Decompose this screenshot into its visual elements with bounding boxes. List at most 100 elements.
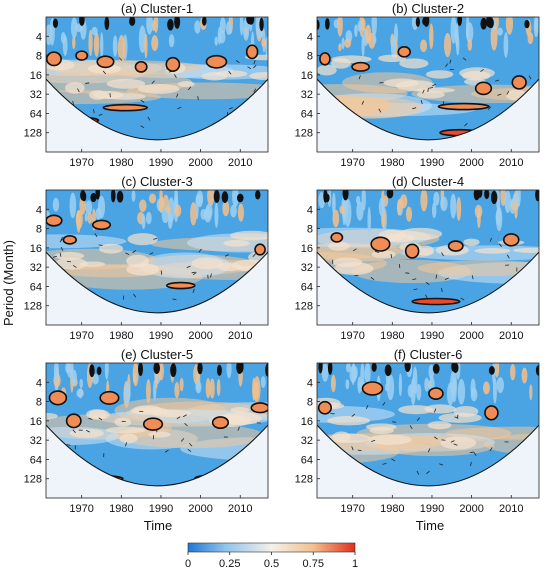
power-streak: [85, 200, 93, 215]
power-streak: [407, 384, 414, 398]
significance-contour: [89, 364, 95, 378]
significance-contour: [197, 363, 203, 375]
power-streak: [360, 363, 365, 389]
power-streak: [503, 32, 509, 58]
x-tick-label: 2010: [499, 503, 523, 515]
power-streak: [338, 43, 342, 52]
power-blob: [54, 257, 88, 270]
phase-arrow: [93, 109, 95, 114]
significance-contour: [371, 363, 377, 372]
x-tick-label: 1980: [380, 157, 404, 169]
significance-contour: [437, 102, 490, 111]
power-streak: [79, 378, 84, 389]
colorbar-tick-label: 0.25: [219, 558, 240, 570]
significance-contour: [318, 363, 323, 374]
significance-contour: [451, 363, 457, 372]
significance-contour: [490, 190, 498, 205]
phase-arrow: [98, 244, 103, 246]
power-streak: [428, 364, 435, 380]
panel-5: 4 8 16 32 64 128 1970 1980 1990 2000 2010 (e) Clust…: [24, 347, 269, 515]
significance-contour: [213, 190, 220, 203]
y-tick-label: 32: [301, 435, 313, 447]
phase-arrow: [420, 100, 423, 105]
x-tick-label: 1990: [420, 330, 444, 342]
phase-arrow: [198, 248, 202, 253]
y-tick-label: 16: [301, 243, 313, 255]
x-tick-label: 2010: [228, 157, 252, 169]
significance-contour: [134, 60, 148, 73]
phase-arrow: [370, 277, 375, 281]
significance-contour: [250, 402, 268, 414]
y-tick-label: 32: [30, 435, 42, 447]
phase-arrow: [125, 252, 130, 255]
phase-arrow: [228, 70, 232, 75]
power-streak: [158, 196, 165, 213]
power-streak: [53, 363, 59, 383]
cone-of-influence: [46, 424, 268, 487]
power-streak: [52, 197, 60, 212]
power-streak: [92, 373, 99, 385]
phase-arrow: [412, 278, 417, 280]
phase-arrow: [253, 60, 256, 65]
significance-contour: [96, 55, 115, 69]
phase-arrow: [464, 122, 468, 127]
power-streak: [255, 17, 263, 39]
power-streak: [332, 192, 336, 216]
power-blob: [328, 241, 350, 251]
cone-of-influence: [317, 251, 539, 314]
power-blob: [317, 64, 337, 76]
y-tick-label: 32: [301, 262, 313, 274]
phase-arrow: [450, 440, 455, 443]
phase-arrow: [427, 87, 429, 92]
power-streak: [190, 202, 197, 226]
significance-contour: [384, 364, 392, 377]
power-blob: [216, 70, 248, 78]
power-streak: [194, 20, 201, 34]
power-streak: [145, 379, 151, 404]
power-streak: [339, 205, 345, 215]
significance-contour: [411, 297, 461, 306]
phase-arrow: [102, 70, 106, 75]
y-tick-label: 128: [295, 474, 313, 486]
significance-contour: [167, 18, 174, 31]
power-streak: [261, 38, 267, 48]
phase-arrow: [192, 272, 197, 276]
power-streak: [482, 381, 490, 395]
power-streak: [216, 378, 221, 397]
x-tick-label: 1990: [420, 157, 444, 169]
power-streak: [131, 190, 136, 202]
significance-contour: [447, 240, 464, 252]
phase-arrow: [498, 243, 502, 247]
power-streak: [398, 373, 403, 397]
power-streak: [168, 34, 175, 48]
phase-arrow: [59, 252, 62, 257]
phase-arrow: [425, 294, 428, 299]
power-streak: [225, 21, 232, 36]
power-streak: [405, 206, 413, 222]
power-blob: [106, 426, 146, 434]
power-streak: [144, 33, 148, 59]
phase-arrow: [247, 66, 252, 70]
significance-contour: [324, 193, 330, 203]
power-blob: [119, 433, 138, 444]
significance-contour: [65, 413, 82, 429]
phase-arrow: [176, 93, 179, 98]
phase-arrow: [422, 89, 425, 94]
x-tick-label: 2000: [188, 157, 212, 169]
phase-arrow: [235, 60, 240, 64]
power-streak: [345, 363, 351, 373]
power-streak: [345, 379, 350, 390]
panel-title: (a) Cluster-1: [121, 1, 193, 16]
phase-arrow: [228, 107, 233, 110]
significance-contour: [330, 232, 344, 243]
phase-arrow: [98, 417, 103, 421]
y-tick-label: 4: [307, 31, 313, 43]
power-streak: [505, 17, 514, 35]
significance-contour: [474, 81, 493, 96]
power-streak: [165, 205, 171, 214]
power-streak: [514, 201, 518, 219]
power-streak: [510, 363, 516, 381]
phase-arrow: [371, 439, 376, 442]
power-blob: [106, 78, 146, 89]
